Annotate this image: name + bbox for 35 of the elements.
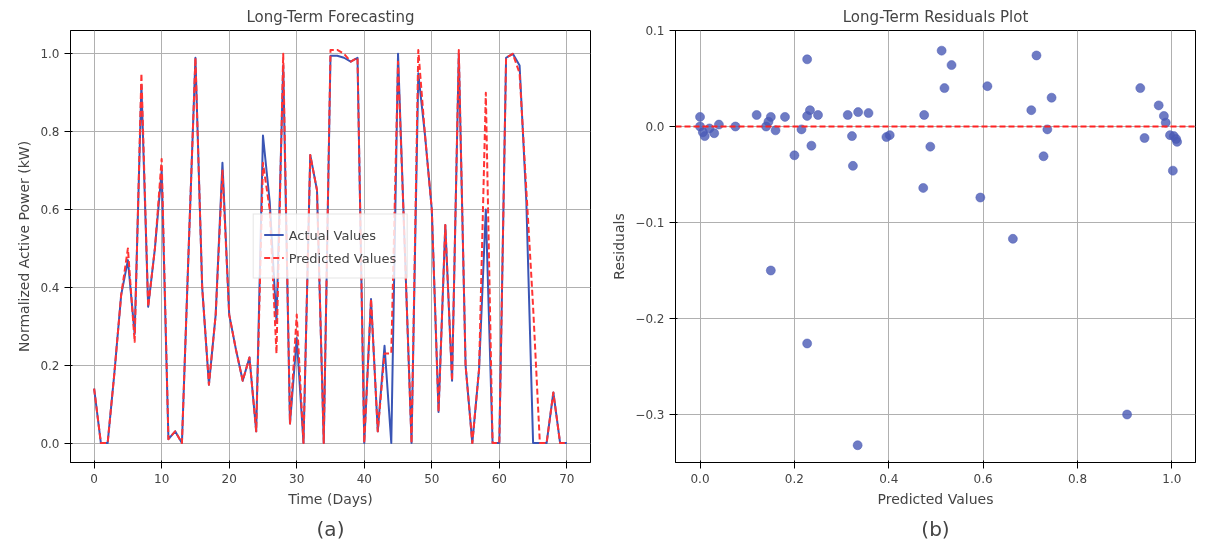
y-tick-label: −0.2 bbox=[635, 312, 665, 326]
x-axis-title: Predicted Values bbox=[877, 490, 994, 507]
y-tick-label: 0.1 bbox=[645, 24, 665, 38]
y-tick-label: 1.0 bbox=[40, 47, 60, 62]
x-tick-label: 10 bbox=[154, 471, 170, 486]
x-tick-label: 0.0 bbox=[690, 471, 710, 486]
y-axis-title: Normalized Active Power (kW) bbox=[16, 140, 33, 353]
x-tick-label: 0.6 bbox=[973, 471, 993, 486]
y-tick-label: 0.4 bbox=[40, 280, 60, 295]
text: (b) bbox=[921, 516, 950, 541]
x-tick-label: 40 bbox=[356, 471, 372, 486]
x-tick-label: 0.2 bbox=[784, 471, 804, 486]
legend-label: Actual Values bbox=[288, 227, 377, 242]
x-tick-label: 20 bbox=[221, 471, 237, 486]
x-axis-title: Time (Days) bbox=[287, 490, 373, 507]
x-tick-label: 0 bbox=[90, 471, 98, 486]
y-tick-label: 0.6 bbox=[40, 203, 60, 218]
text: (a) bbox=[316, 516, 345, 541]
x-tick-label: 60 bbox=[491, 471, 507, 486]
chart-title: Long-Term Residuals Plot bbox=[842, 7, 1029, 26]
legend-label: Predicted Values bbox=[288, 250, 397, 265]
y-tick-label: 0.0 bbox=[645, 120, 665, 134]
x-tick-label: 0.4 bbox=[879, 471, 899, 486]
y-tick-label: 0.2 bbox=[40, 358, 60, 373]
y-tick-label: −0.3 bbox=[635, 408, 665, 422]
chart-title: Long-Term Forecasting bbox=[246, 7, 415, 26]
y-tick-label: 0.0 bbox=[40, 436, 60, 451]
x-tick-label: 30 bbox=[289, 471, 305, 486]
x-tick-label: 70 bbox=[559, 471, 575, 486]
x-tick-label: 0.8 bbox=[1067, 471, 1088, 486]
y-tick-label: −0.1 bbox=[635, 216, 665, 230]
y-tick-label: 0.8 bbox=[40, 125, 60, 140]
x-tick-label: 50 bbox=[424, 471, 440, 486]
x-tick-label: 1.0 bbox=[1162, 471, 1182, 486]
y-axis-title: Residuals bbox=[611, 213, 628, 280]
